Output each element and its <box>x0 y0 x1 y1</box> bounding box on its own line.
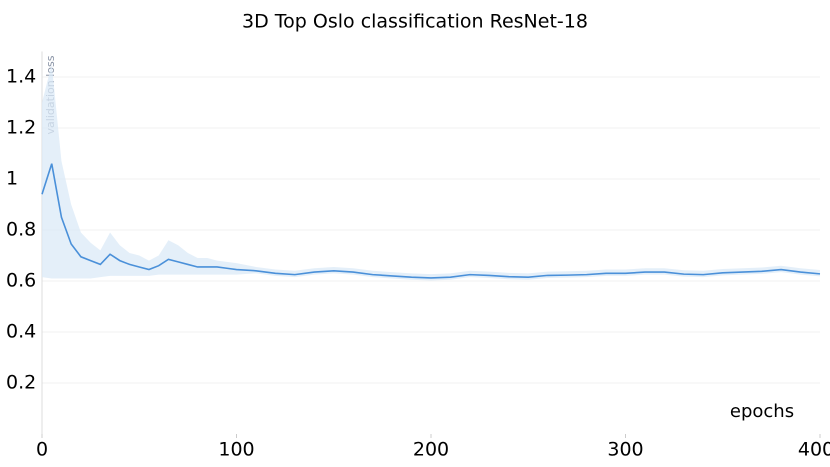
y-tick-label: 1.4 <box>6 66 36 88</box>
x-tick-label: 0 <box>36 439 48 461</box>
x-tick-label: 300 <box>607 439 643 461</box>
y-tick-label: 0.4 <box>6 321 36 343</box>
x-tick-label: 400 <box>798 439 830 461</box>
x-axis-label: epochs <box>730 401 794 422</box>
y-tick-label: 1 <box>6 168 18 190</box>
y-tick-label: 0.2 <box>6 372 36 394</box>
loss-line <box>41 163 821 279</box>
chart-title: 3D Top Oslo classification ResNet-18 <box>242 11 588 33</box>
y-tick-label: 0.6 <box>6 270 36 292</box>
y-tick-label: 0.8 <box>6 219 36 241</box>
y-tick-label: 1.2 <box>6 117 36 139</box>
x-tick-label: 100 <box>218 439 254 461</box>
x-tick-label: 200 <box>413 439 449 461</box>
confidence-band <box>42 64 820 281</box>
